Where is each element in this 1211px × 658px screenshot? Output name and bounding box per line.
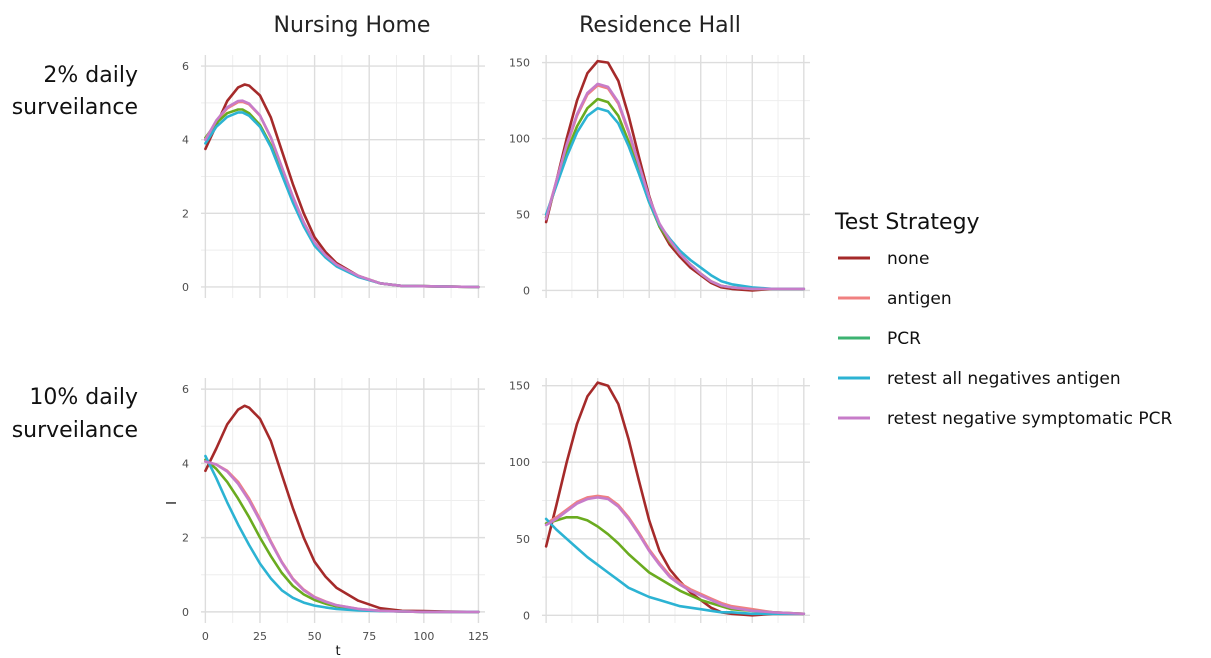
y-tick-label: 0 <box>523 609 530 622</box>
column-title-nursing-home: Nursing Home <box>274 13 431 38</box>
y-tick-label: 150 <box>509 57 530 70</box>
chart-labels: Nursing Home Residence Hall 2% daily surv… <box>12 13 741 658</box>
y-tick-label: 0 <box>523 284 530 297</box>
x-tick-label: 100 <box>413 630 434 643</box>
column-title-residence-hall: Residence Hall <box>579 13 741 38</box>
legend-label: retest all negatives antigen <box>887 369 1121 389</box>
row-title-2-percent: 2% daily surveilance <box>12 63 138 120</box>
y-tick-label: 6 <box>182 383 189 396</box>
legend-label: PCR <box>887 329 921 349</box>
legend: Test Strategy none antigen PCR retest all n… <box>834 210 1172 429</box>
panel-1-0: 0 2 4 6 0 25 50 75 100 125 <box>182 378 489 643</box>
series-line-retest-negative-symptomatic-pcr <box>544 496 806 616</box>
y-tick-label: 0 <box>182 606 189 619</box>
x-tick-label: 25 <box>253 630 267 643</box>
y-tick-label: 50 <box>516 208 530 221</box>
legend-label: none <box>887 249 929 269</box>
chart-panels: 0 2 4 6 0 50 100 150 0 2 4 6 0 25 50 75 100 125 0 50 100 150 <box>182 55 810 643</box>
series-line-retest-negative-symptomatic-pcr <box>204 460 480 614</box>
x-tick-label: 0 <box>202 630 209 643</box>
y-tick-label: 100 <box>509 133 530 146</box>
series-line-retest-negative-symptomatic-pcr <box>204 99 480 289</box>
y-tick-label: 6 <box>182 60 189 73</box>
x-axis-title: t <box>335 644 340 658</box>
legend-title: Test Strategy <box>834 210 980 235</box>
y-tick-label: 4 <box>182 457 189 470</box>
y-tick-label: 150 <box>509 380 530 393</box>
series-line-pcr <box>544 516 806 616</box>
y-tick-label: 0 <box>182 281 189 294</box>
legend-label: retest negative symptomatic PCR <box>887 409 1172 429</box>
y-tick-label: 50 <box>516 533 530 546</box>
x-tick-label: 125 <box>468 630 489 643</box>
panel-1-1: 0 50 100 150 <box>509 378 810 623</box>
x-tick-label: 50 <box>308 630 322 643</box>
row-title-10-percent: 10% daily surveilance <box>12 385 138 443</box>
panel-0-0: 0 2 4 6 <box>182 55 485 298</box>
y-tick-label: 2 <box>182 207 189 220</box>
x-tick-label: 75 <box>362 630 376 643</box>
y-tick-label: 4 <box>182 134 189 147</box>
series-line-retest-negative-symptomatic-pcr <box>544 82 806 291</box>
series-line-retest-all-negatives-antigen <box>544 517 806 616</box>
legend-label: antigen <box>887 289 952 309</box>
panel-0-1: 0 50 100 150 <box>509 55 810 298</box>
y-axis-title: I <box>165 501 180 505</box>
y-tick-label: 2 <box>182 532 189 545</box>
y-tick-label: 100 <box>509 456 530 469</box>
